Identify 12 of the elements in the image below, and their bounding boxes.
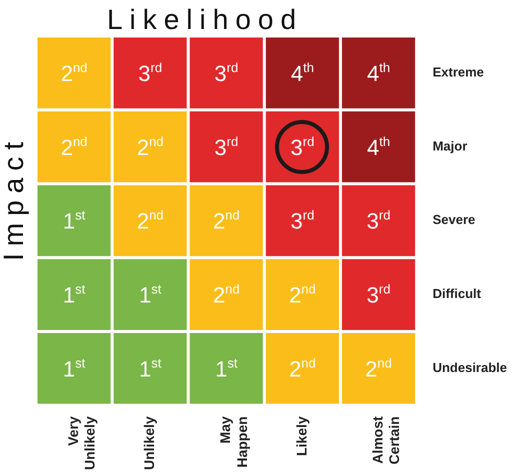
y-tick-label: Major — [432, 138, 468, 154]
x-tick-label: Very Unlikely — [64, 416, 98, 470]
y-tick-label: Extreme — [432, 64, 484, 80]
y-axis-title: Impact — [0, 134, 30, 261]
y-tick-label: Severe — [432, 212, 476, 228]
x-tick-label: Almost Certain — [369, 416, 402, 465]
x-tick-label: Likely — [293, 416, 310, 456]
y-tick-label: Difficult — [432, 286, 482, 302]
chart-title: Likelihood — [106, 4, 304, 36]
x-tick-label: May Happen — [217, 416, 250, 468]
x-tick-label: Unlikely — [141, 416, 158, 470]
y-tick-label: Undesirable — [432, 360, 508, 375]
